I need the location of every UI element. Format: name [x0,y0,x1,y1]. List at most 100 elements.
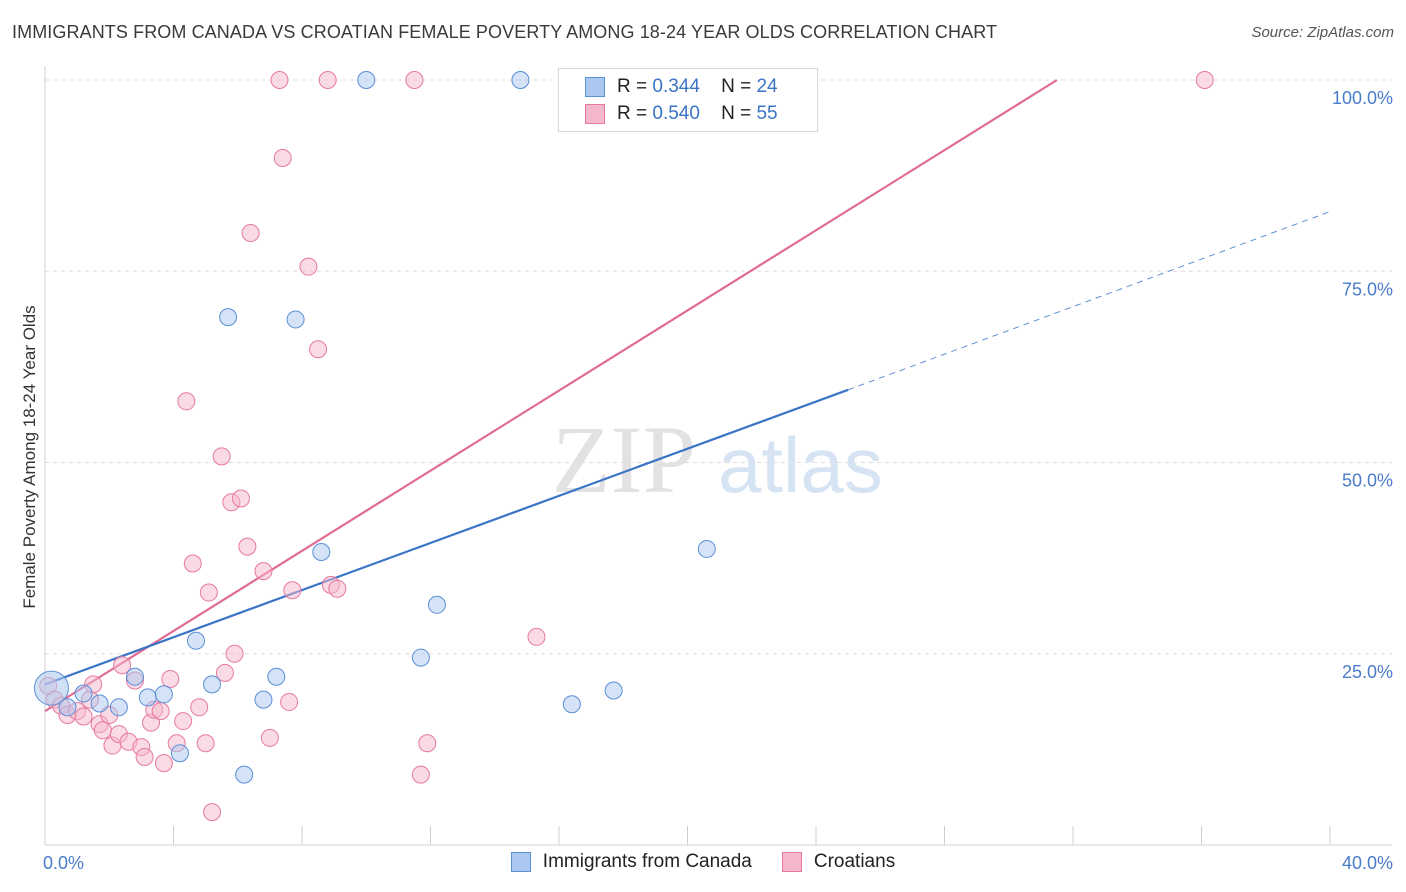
point-croatians [161,669,180,688]
tick-labels: 25.0% 50.0% 75.0% 100.0% 0.0% 40.0% [43,88,1393,873]
point-canada [186,631,205,650]
point-canada [154,685,173,704]
point-croatians [283,581,302,600]
point-croatians [215,663,234,682]
point-croatians [212,447,231,466]
point-croatians [203,803,222,822]
point-croatians [190,698,209,717]
point-canada [219,308,238,327]
point-croatians [113,656,132,675]
point-canada [235,765,254,784]
stats-legend: R = 0.344 N = 24 R = 0.540 N = 55 [558,68,818,132]
point-croatians [527,627,546,646]
data-points [33,71,1214,822]
croatian-legend-swatch [781,852,802,872]
point-croatians [151,702,170,721]
point-croatians [238,537,257,556]
stats-legend-row-croatians: R = 0.540 N = 55 [585,102,778,126]
y-tick-label: 100.0% [1332,88,1393,108]
point-canada [125,667,144,686]
croatian-swatch [585,104,605,124]
point-canada [267,667,286,686]
trend-line-croatians [44,79,1058,713]
legend-item-croatians: Croatians [781,851,896,873]
grid-lines [45,79,1392,655]
axes [44,66,1392,846]
point-canada [109,698,128,717]
chart-title: IMMIGRANTS FROM CANADA VS CROATIAN FEMAL… [12,22,998,42]
point-canada [511,71,530,89]
x-tick-label-min: 0.0% [43,853,84,873]
y-axis-label: Female Poverty Among 18-24 Year Olds [20,305,39,608]
legend-label: Immigrants from Canada [542,851,752,872]
point-croatians [273,149,292,168]
point-canada [411,648,430,667]
y-tick-label: 75.0% [1342,279,1393,299]
point-canada [604,681,623,700]
y-tick-label: 50.0% [1342,471,1393,491]
point-croatians [1195,71,1214,89]
point-canada [74,684,93,703]
watermark-zip: ZIP [552,406,696,513]
x-tick-label-max: 40.0% [1342,853,1393,873]
y-tick-label: 25.0% [1342,662,1393,682]
point-croatians [309,340,328,359]
point-croatians [405,71,424,89]
r-label: R = [617,103,648,124]
point-croatians [254,562,273,581]
n-label: N = [721,76,752,97]
r-value: 0.540 [652,103,700,124]
point-canada [357,71,376,89]
point-canada [203,675,222,694]
point-canada [312,543,331,562]
point-croatians [418,734,437,753]
point-croatians [225,644,244,663]
r-label: R = [617,76,648,97]
point-croatians [154,754,173,773]
canada-legend-swatch [510,852,531,872]
point-croatians [270,71,289,89]
n-value: 55 [756,103,778,124]
point-croatians [196,734,215,753]
n-label: N = [721,103,752,124]
point-croatians [299,257,318,276]
source-label: Source: ZipAtlas.com [1251,24,1394,41]
trend-line-canada-extension [847,211,1331,391]
point-canada [254,690,273,709]
canada-swatch [585,77,605,97]
point-croatians [411,765,430,784]
point-canada [58,698,77,717]
stats-legend-row-canada: R = 0.344 N = 24 [585,75,778,99]
point-canada [33,670,69,706]
watermark: ZIP atlas [552,406,883,513]
watermark-atlas: atlas [718,421,883,509]
point-croatians [135,748,154,767]
trend-line-canada [44,388,849,686]
point-croatians [93,721,112,740]
point-canada [138,688,157,707]
point-croatians [328,579,347,598]
legend-label: Croatians [813,851,896,872]
point-croatians [241,224,260,242]
point-canada [170,744,189,763]
point-croatians [177,392,196,411]
point-croatians [260,728,279,747]
point-canada [90,694,109,713]
legend-item-canada: Immigrants from Canada [510,851,752,873]
point-croatians [199,583,218,602]
point-canada [697,539,716,558]
point-croatians [318,71,337,89]
point-croatians [74,707,93,726]
trend-lines [44,79,1331,713]
r-value: 0.344 [652,76,700,97]
point-croatians [280,692,299,711]
n-value: 24 [756,76,778,97]
point-croatians [174,712,193,731]
point-canada [427,595,446,614]
point-canada [286,310,305,329]
series-legend: Immigrants from Canada Croatians [0,851,1406,873]
point-croatians [183,554,202,573]
point-canada [562,695,581,714]
point-croatians [231,489,250,508]
